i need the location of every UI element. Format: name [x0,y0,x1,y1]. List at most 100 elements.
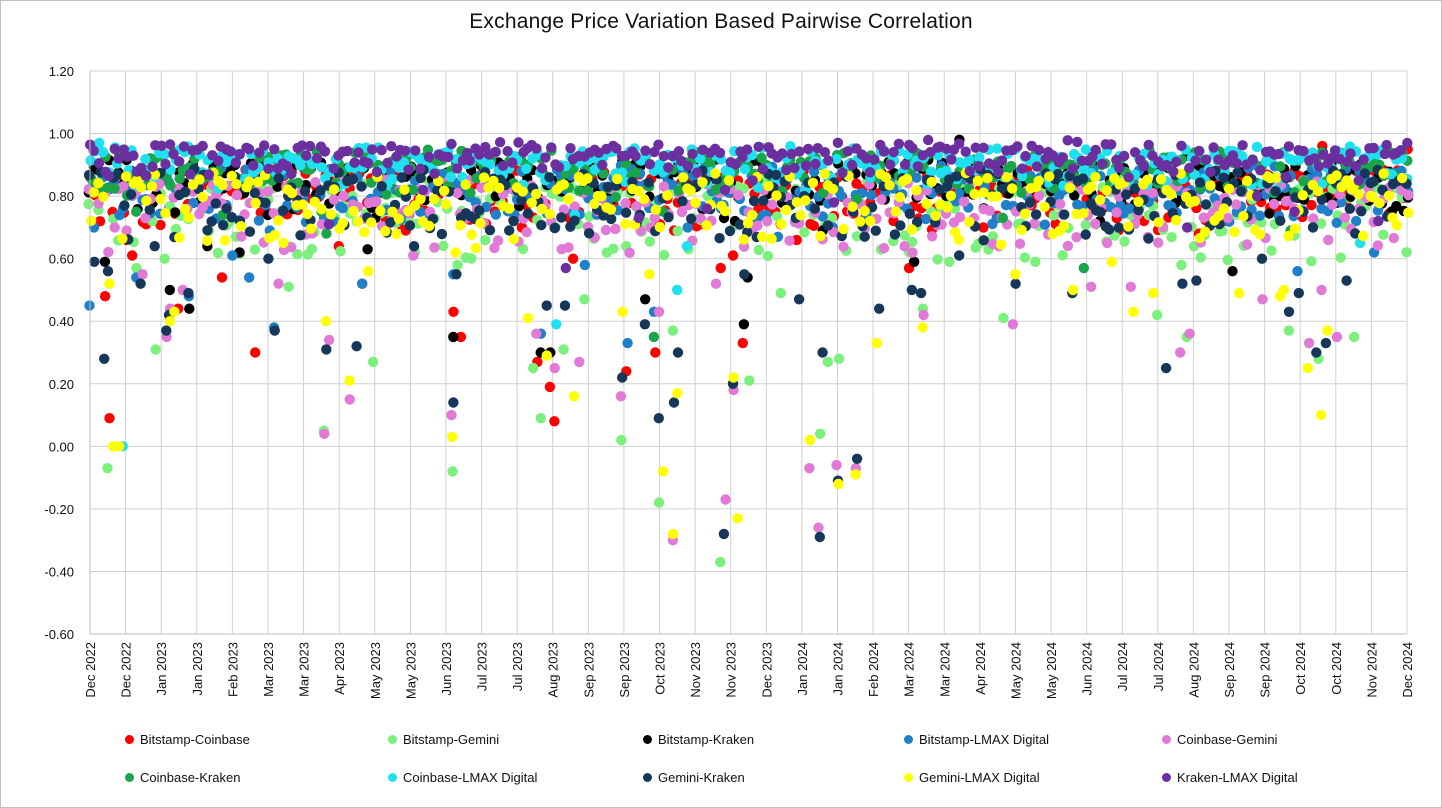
data-point [567,253,579,264]
data-point [815,230,826,242]
data-point [1345,148,1356,159]
x-tick-label: Oct 2023 [653,642,668,695]
data-point [1133,196,1144,207]
data-point [93,158,105,169]
data-point [508,215,519,227]
data-point [366,217,377,228]
data-point [672,284,683,296]
data-point [1254,229,1266,240]
data-point [235,221,247,232]
data-point [624,247,635,258]
data-point [302,208,313,220]
data-point [135,162,147,174]
legend-marker [643,735,652,744]
data-point [724,225,736,237]
data-point [733,189,744,201]
data-point [460,179,471,190]
data-point [155,193,166,205]
data-point [382,157,393,169]
data-point [1062,135,1073,146]
data-point [536,163,548,174]
data-point [1341,275,1352,286]
data-point [517,186,528,197]
data-point [1283,325,1295,336]
data-point [109,143,121,155]
data-point [1275,161,1286,172]
data-point [803,143,814,155]
data-point [1057,152,1069,163]
data-point [1205,180,1216,191]
data-point [125,189,137,200]
data-point [448,306,459,317]
data-point [408,241,420,252]
data-point [328,184,340,195]
data-point [941,143,952,154]
x-tick-label: Sep 2023 [581,642,596,698]
data-point [1125,281,1137,292]
data-point [1231,199,1242,210]
data-point [160,208,171,219]
data-point [119,200,130,211]
data-point [650,204,661,215]
data-point [371,196,382,207]
data-point [701,203,712,214]
data-point [1373,215,1384,227]
data-point [714,147,726,159]
data-point [549,416,560,427]
legend-marker [1162,735,1171,744]
data-point [531,143,542,154]
data-point [556,212,567,223]
data-point [958,196,970,207]
data-point [99,256,111,267]
data-point [1143,139,1154,151]
y-tick-label: 0.80 [49,189,74,204]
x-tick-label: May 2024 [1008,642,1023,699]
data-point [1350,215,1362,227]
data-point [348,205,359,217]
data-point [306,243,317,255]
data-point [911,185,922,196]
x-tick-label: Mar 2024 [902,642,917,697]
data-point [178,141,190,152]
data-point [1155,174,1167,185]
data-point [859,205,870,217]
data-point [1391,201,1402,212]
x-tick-label: Feb 2024 [866,642,881,697]
data-point [316,204,327,215]
data-point [429,168,440,179]
x-tick-label: Sep 2023 [617,642,632,698]
data-point [1232,167,1243,178]
data-point [1047,150,1059,161]
data-point [381,189,392,200]
data-point [83,169,95,181]
data-point [909,256,920,267]
data-point [762,250,774,262]
data-point [234,149,245,160]
data-point [1014,238,1026,249]
data-point [424,220,435,232]
data-point [620,159,632,170]
data-point [541,350,552,361]
data-point [109,222,120,233]
x-tick-label: Apr 2024 [973,642,988,695]
data-point [770,169,782,181]
data-point [865,215,876,227]
data-point [1289,223,1301,234]
data-point [164,284,175,296]
data-point [1020,150,1031,162]
data-point [320,316,332,327]
data-point [455,331,467,343]
data-point [1372,240,1384,251]
data-point [273,172,284,184]
data-point [488,175,499,187]
data-point [633,212,644,224]
data-point [149,169,161,180]
data-point [260,197,271,208]
data-point [1029,218,1040,229]
data-point [954,212,966,223]
data-point [445,171,456,182]
data-point [436,228,448,240]
data-point [218,220,229,231]
data-point [630,150,641,162]
data-point [141,195,152,206]
